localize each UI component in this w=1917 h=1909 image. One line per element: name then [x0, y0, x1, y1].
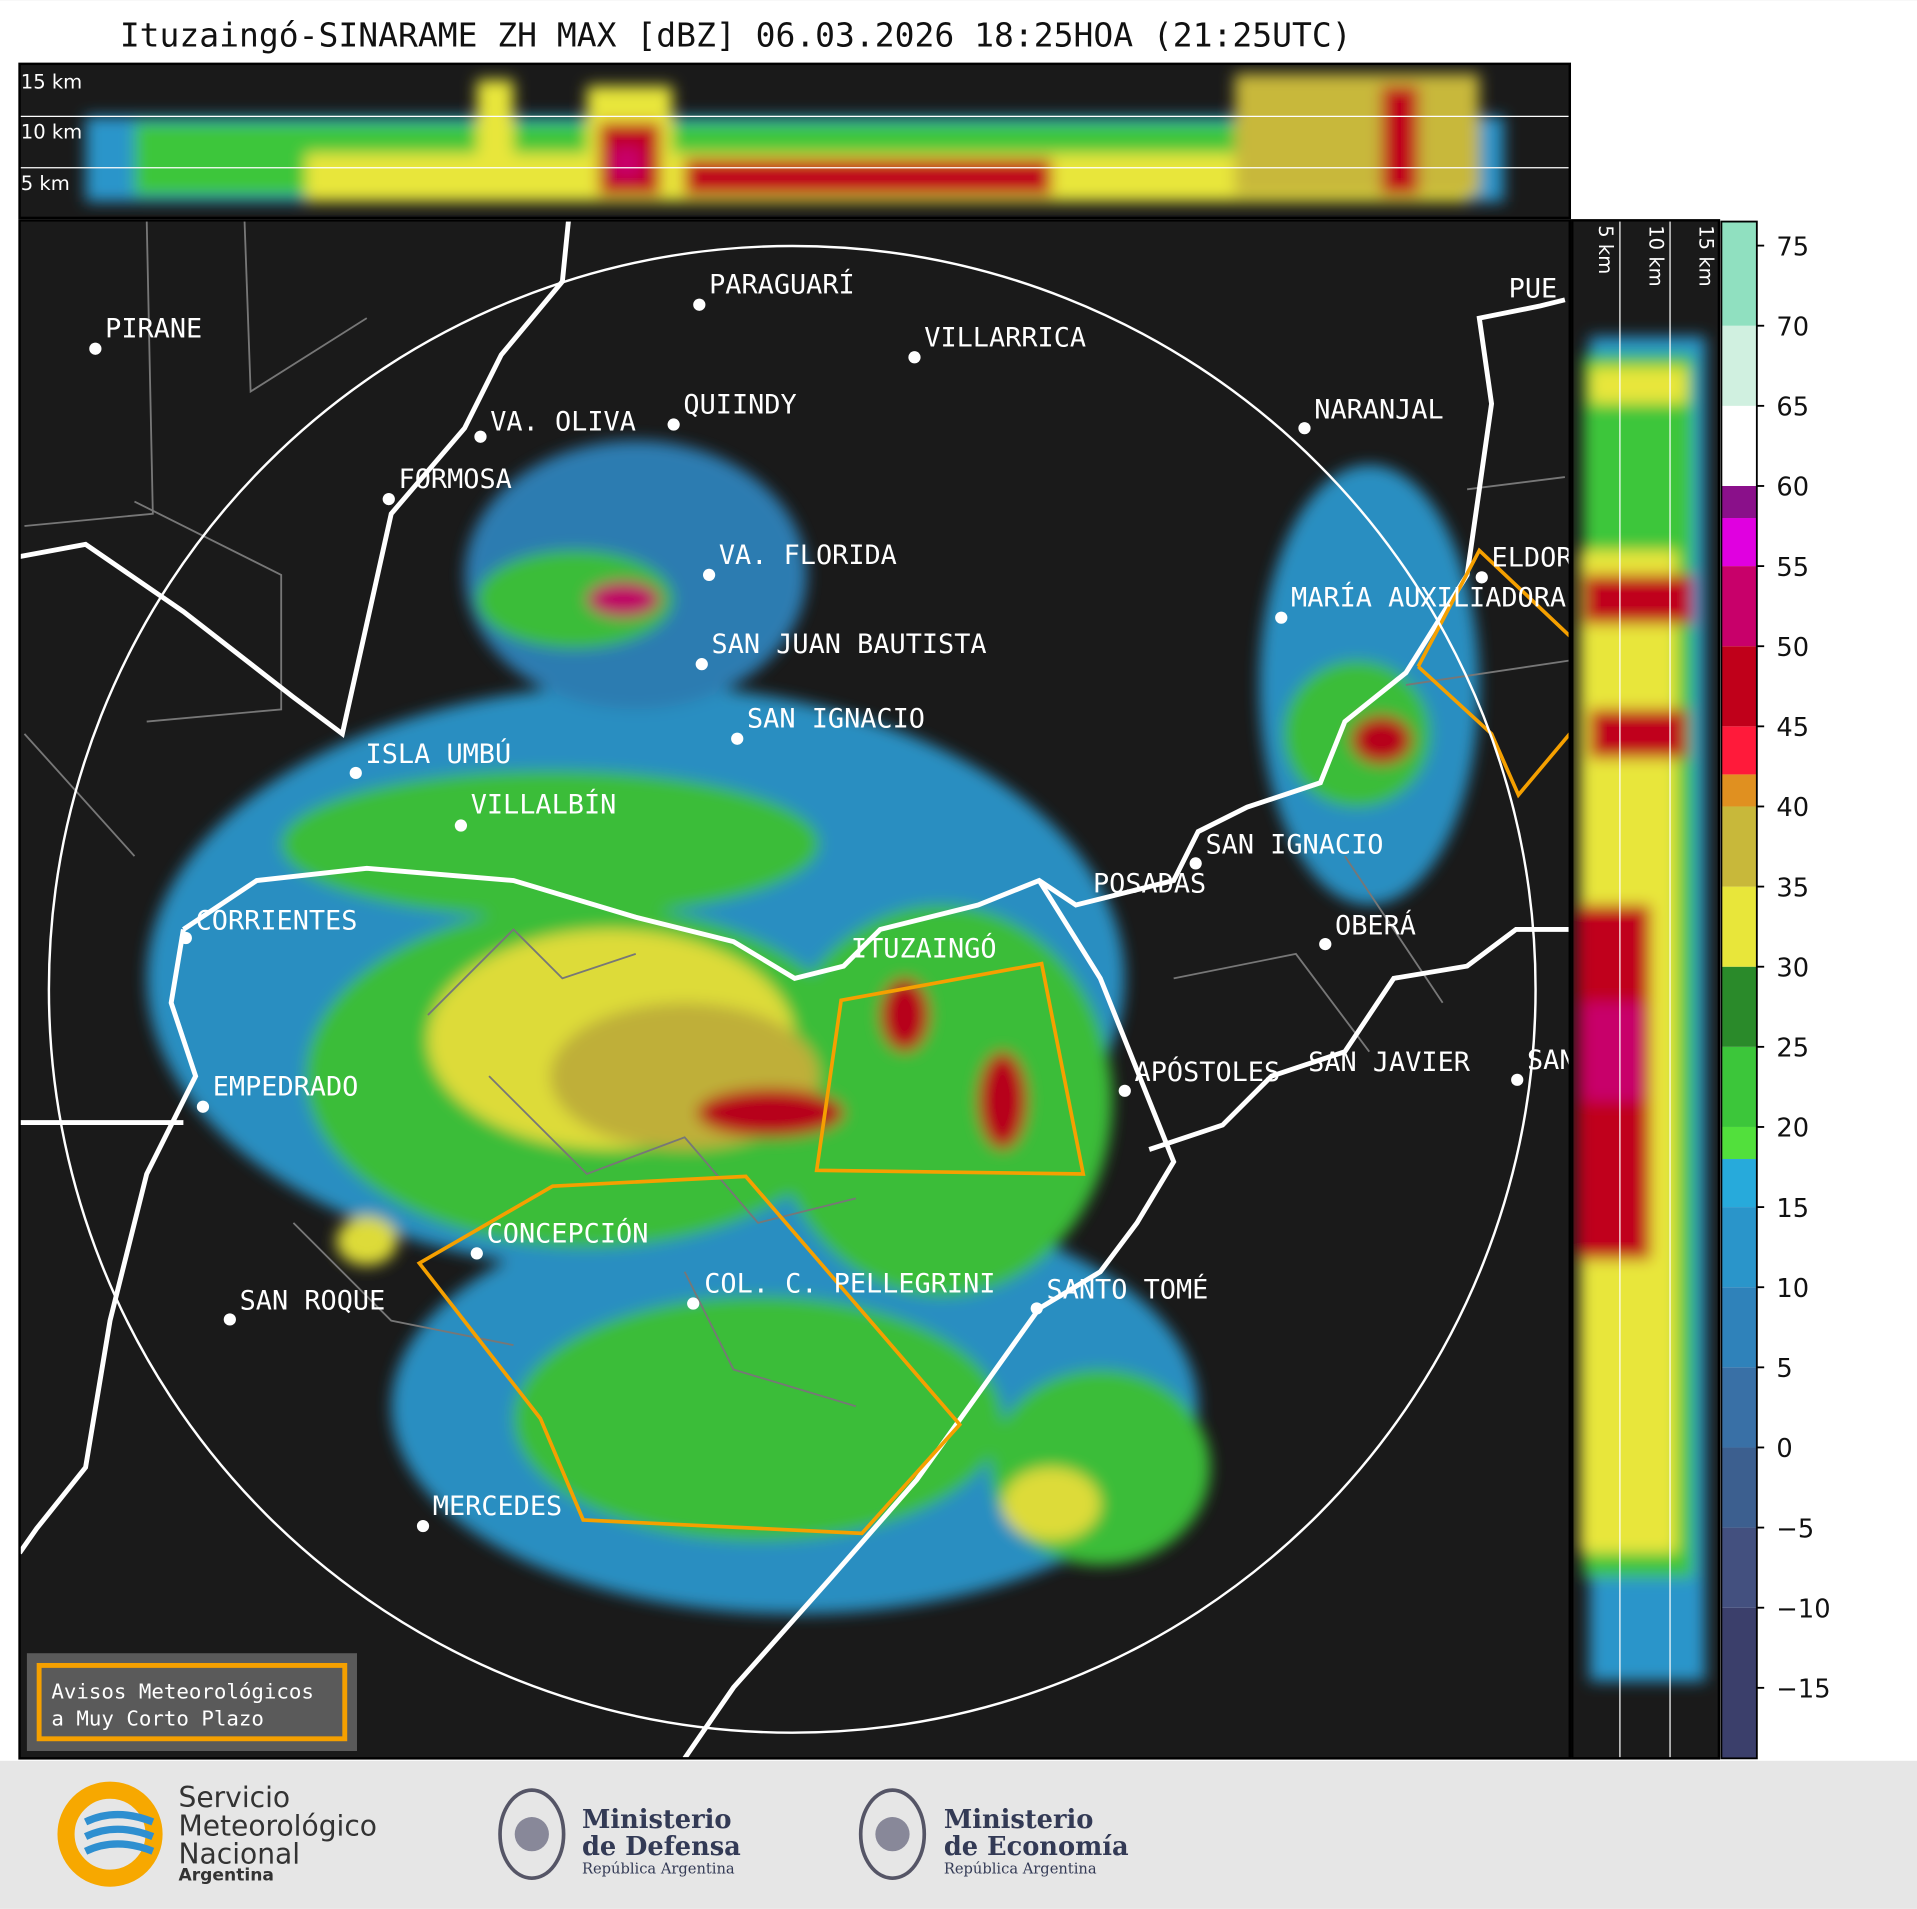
place-label: MARÍA AUXILIADORA	[1291, 582, 1566, 614]
colorbar-band	[1721, 1607, 1757, 1759]
km-label: 5 km	[1594, 225, 1617, 274]
colorbar-band	[1721, 405, 1757, 486]
place-label: SAN	[1527, 1045, 1576, 1076]
smn-logo: Servicio Meteorológico Nacional Argentin…	[57, 1781, 377, 1887]
colorbar-tick-label: 45	[1776, 713, 1809, 743]
legend-text: a Muy Corto Plazo	[51, 1706, 264, 1730]
place-label: CORRIENTES	[196, 905, 358, 936]
colorbar-band	[1721, 1159, 1757, 1208]
colorbar-tick-label: 50	[1776, 633, 1809, 663]
place-label: PIRANE	[105, 314, 202, 345]
colorbar-tick-label: 0	[1776, 1434, 1792, 1464]
place-label: SANTO TOMÉ	[1047, 1274, 1209, 1306]
colorbar-tick-label: 55	[1776, 553, 1809, 583]
place-label: ISLA UMBÚ	[366, 738, 512, 770]
colorbar-tick-label: 65	[1776, 393, 1809, 423]
colorbar-tick-label: 5	[1776, 1354, 1792, 1384]
logo-text: de Economía	[944, 1832, 1129, 1862]
colorbar-tick-label: −10	[1776, 1594, 1830, 1624]
colorbar-band	[1721, 566, 1757, 647]
logo-text: República Argentina	[944, 1860, 1097, 1877]
place-label: VILLALBÍN	[471, 788, 617, 820]
colorbar-tick-label: 15	[1776, 1194, 1809, 1224]
km-label: 5 km	[21, 172, 70, 195]
title: Ituzaingó-SINARAME ZH MAX [dBZ] 06.03.20…	[120, 16, 1352, 55]
colorbar-band	[1721, 1367, 1757, 1448]
defensa-logo: Ministerio de Defensa República Argentin…	[498, 1788, 741, 1880]
colorbar-band	[1721, 886, 1757, 967]
colorbar-band	[1721, 1126, 1757, 1160]
colorbar-band	[1721, 485, 1757, 519]
place-label: SAN JUAN BAUTISTA	[712, 629, 987, 660]
place-label: POSADAS	[1093, 869, 1206, 900]
place-label: EMPEDRADO	[213, 1072, 359, 1103]
colorbar-tick-label: 40	[1776, 793, 1809, 823]
place-label: PARAGUARÍ	[709, 269, 855, 301]
place-label: NARANJAL	[1314, 394, 1443, 425]
logo-text: República Argentina	[582, 1860, 735, 1877]
place-label: SAN JAVIER	[1308, 1047, 1471, 1078]
place-label: SAN IGNACIO	[1205, 830, 1383, 861]
colorbar-tick-label: 30	[1776, 953, 1809, 983]
colorbar-band	[1721, 966, 1757, 1047]
colorbar-tick-label: 60	[1776, 473, 1809, 503]
colorbar-band	[1721, 1287, 1757, 1368]
colorbar-tick-label: 75	[1776, 232, 1809, 262]
km-label: 10 km	[21, 120, 82, 143]
place-label: SAN IGNACIO	[747, 704, 925, 735]
km-label: 15 km	[21, 70, 82, 93]
colorbar-tick-label: 20	[1776, 1114, 1809, 1144]
logo-text: Meteorológico	[178, 1809, 377, 1842]
logo-text: de Defensa	[582, 1832, 741, 1862]
side-panel: 5 km 10 km 15 km	[1572, 220, 1719, 1759]
colorbar-band	[1721, 1527, 1757, 1608]
place-label: MERCEDES	[433, 1491, 562, 1522]
place-label: SAN ROQUE	[240, 1286, 386, 1317]
colorbar-band	[1721, 1046, 1757, 1127]
colorbar-tick-label: 10	[1776, 1274, 1809, 1304]
colorbar-tick-label: 70	[1776, 313, 1809, 343]
legend-box	[26, 1653, 357, 1752]
top-panel: 15 km 10 km 5 km	[19, 63, 1570, 218]
place-label: QUIINDY	[683, 390, 796, 421]
footer	[0, 1760, 1917, 1909]
logo-text: Servicio	[178, 1781, 290, 1814]
place-label: OBERÁ	[1335, 909, 1416, 941]
logo-text: Argentina	[178, 1866, 273, 1886]
colorbar-band	[1721, 806, 1757, 887]
colorbar-tick-label: −15	[1776, 1675, 1830, 1705]
colorbar-band	[1721, 646, 1757, 727]
radar-map: PIRANE PARAGUARÍ VILLARRICA QUIINDY VA. …	[19, 220, 1621, 1759]
logo-text: Nacional	[178, 1837, 300, 1870]
place-label: ITUZAINGÓ	[851, 933, 997, 965]
colorbar-band	[1721, 325, 1757, 406]
colorbar-tick-label: 35	[1776, 873, 1809, 903]
place-label: VILLARRICA	[924, 322, 1086, 353]
km-label: 15 km	[1694, 225, 1717, 286]
place-label: PUE	[1509, 273, 1558, 304]
km-label: 10 km	[1644, 225, 1667, 286]
place-label: CONCEPCIÓN	[487, 1217, 649, 1249]
place-label: ELDORADO	[1492, 542, 1621, 573]
colorbar-tick-label: −5	[1776, 1514, 1814, 1544]
colorbar-band	[1721, 1207, 1757, 1288]
logo-text: Ministerio	[944, 1805, 1094, 1835]
legend-text: Avisos Meteorológicos	[51, 1679, 314, 1703]
place-label: VA. OLIVA	[490, 407, 636, 438]
place-label: COL. C. PELLEGRINI	[704, 1269, 995, 1300]
place-label: VA. FLORIDA	[719, 540, 897, 571]
colorbar-band	[1721, 518, 1757, 567]
colorbar-band	[1721, 726, 1757, 775]
colorbar-tick-label: 25	[1776, 1034, 1809, 1064]
logo-text: Ministerio	[582, 1805, 732, 1835]
colorbar-band	[1721, 1447, 1757, 1528]
place-label: FORMOSA	[399, 464, 512, 495]
place-label: APÓSTOLES	[1135, 1056, 1281, 1088]
colorbar-band	[1721, 774, 1757, 807]
colorbar-band	[1721, 221, 1757, 326]
economia-logo: Ministerio de Economía República Argenti…	[858, 1788, 1129, 1880]
